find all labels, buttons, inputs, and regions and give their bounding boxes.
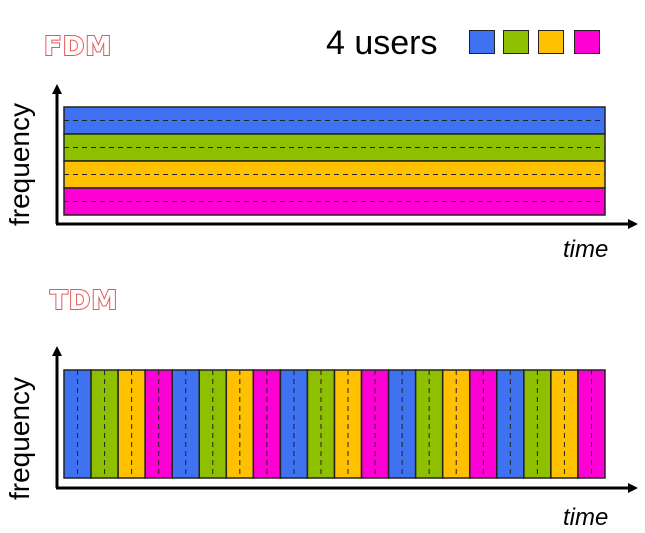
fdm-title: FDM xyxy=(43,32,113,62)
tdm-slots xyxy=(63,369,606,479)
users-legend-label: 4 users xyxy=(326,24,438,62)
tdm-time-axis-label: time xyxy=(563,504,609,531)
fdm-bands xyxy=(63,106,606,216)
legend-swatch-user-2 xyxy=(503,30,529,54)
fdm-time-axis-label: time xyxy=(563,236,609,263)
legend-swatch-user-4 xyxy=(574,30,600,54)
legend-swatch-user-3 xyxy=(538,30,564,54)
legend-swatch-user-1 xyxy=(469,30,495,54)
tdm-title: TDM xyxy=(49,286,119,316)
